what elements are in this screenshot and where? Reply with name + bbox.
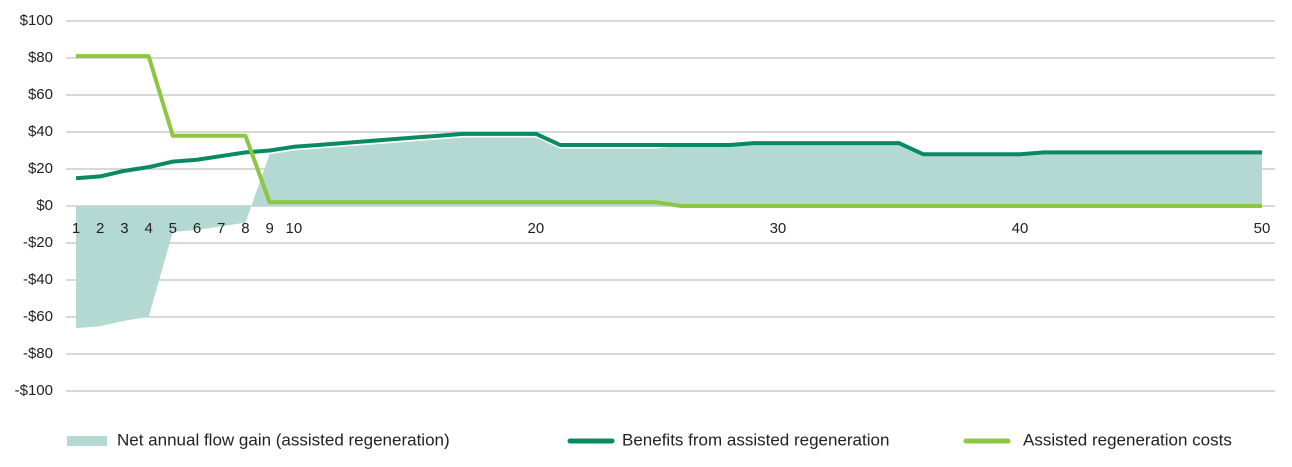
y-tick-label: $0 — [36, 197, 53, 214]
y-tick-label: -$60 — [23, 308, 53, 325]
net-area — [76, 137, 1262, 329]
y-tick-label: $20 — [28, 160, 53, 177]
y-tick-label: $80 — [28, 49, 53, 66]
y-tick-label: $60 — [28, 86, 53, 103]
y-tick-label: -$40 — [23, 271, 53, 288]
y-tick-label: -$100 — [15, 382, 53, 399]
x-tick-label: 9 — [265, 220, 273, 237]
legend-label: Net annual flow gain (assisted regenerat… — [117, 430, 450, 449]
series-line — [75, 131, 1262, 181]
x-tick-label: 4 — [144, 220, 152, 237]
legend-label: Assisted regeneration costs — [1023, 430, 1232, 449]
x-tick-label: 5 — [169, 220, 177, 237]
y-tick-label: $40 — [28, 123, 53, 140]
y-tick-label: -$20 — [23, 234, 53, 251]
legend-swatch — [67, 436, 107, 446]
x-tick-label: 2 — [96, 220, 104, 237]
x-tick-label: 30 — [770, 220, 787, 237]
x-tick-label: 7 — [217, 220, 225, 237]
x-tick-label: 20 — [528, 220, 545, 237]
x-tick-label: 6 — [193, 220, 201, 237]
x-tick-label: 8 — [241, 220, 249, 237]
x-tick-label: 1 — [72, 220, 80, 237]
y-tick-label: -$80 — [23, 345, 53, 362]
legend-label: Benefits from assisted regeneration — [622, 430, 889, 449]
x-tick-label: 10 — [285, 220, 302, 237]
series-line — [76, 54, 1262, 208]
x-tick-label: 3 — [120, 220, 128, 237]
x-tick-label: 50 — [1254, 220, 1271, 237]
x-tick-label: 40 — [1012, 220, 1029, 237]
y-tick-label: $100 — [20, 12, 53, 29]
